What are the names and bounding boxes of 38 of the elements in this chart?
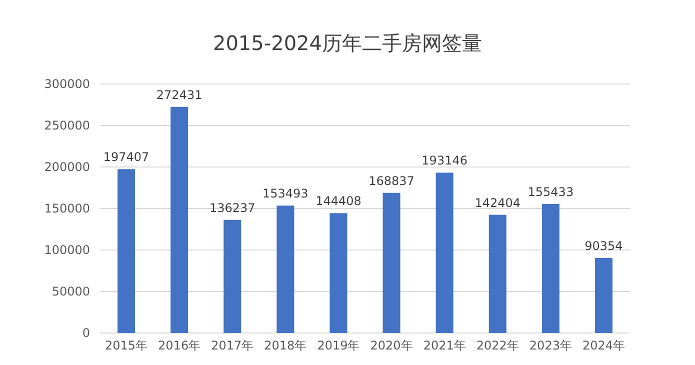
x-tick-label: 2018年 [264,338,307,353]
y-tick-label: 300000 [44,76,90,91]
data-label: 155433 [528,184,574,199]
y-tick-label: 0 [82,326,90,340]
x-tick-label: 2023年 [529,338,572,353]
bar [330,213,348,333]
x-tick-label: 2021年 [423,338,466,353]
x-tick-label: 2022年 [476,338,519,353]
bar [118,169,136,333]
data-label: 272431 [156,88,202,102]
data-label: 197407 [103,150,150,164]
bar [276,206,294,333]
data-label: 144408 [316,194,362,208]
data-label: 142404 [474,196,521,210]
bar [488,214,506,333]
x-tick-label: 2024年 [582,338,626,353]
x-tick-label: 2016年 [158,338,201,353]
bar [436,172,454,333]
data-label: 153493 [262,186,308,201]
data-label: 168837 [368,174,414,188]
chart-title: 2015-2024历年二手房网签量 [212,31,482,55]
bar [224,220,242,333]
bar [542,204,560,333]
x-tick-label: 2015年 [104,338,148,353]
x-tick-label: 2019年 [317,338,360,353]
data-label: 193146 [422,154,468,168]
y-tick-label: 250000 [44,118,90,132]
bar [594,258,612,333]
bar [382,192,400,333]
y-tick-label: 50000 [52,284,90,298]
y-tick-label: 150000 [44,201,90,216]
data-label: 90354 [584,239,623,254]
x-tick-label: 2020年 [370,338,413,353]
data-label: 136237 [209,200,256,215]
x-tick-label: 2017年 [211,338,254,353]
bar [170,106,188,333]
y-tick-label: 100000 [44,242,90,257]
y-tick-label: 200000 [44,160,90,174]
